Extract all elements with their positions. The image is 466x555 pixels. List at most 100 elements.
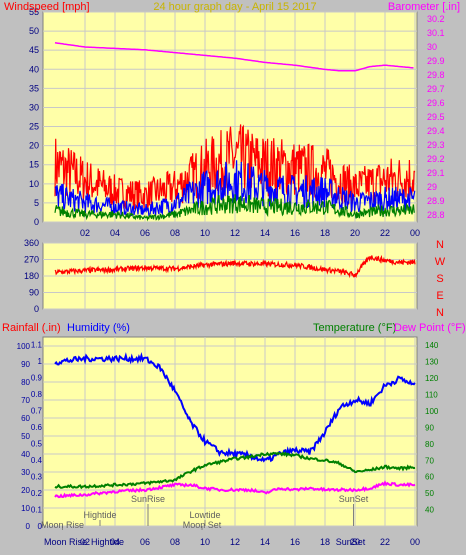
compass-label: N xyxy=(436,239,444,251)
x-tick-label: 00 xyxy=(410,537,420,547)
y-tick-label-humidity: 50 xyxy=(21,432,30,441)
y-tick-label-right: 28.8 xyxy=(427,210,445,220)
y-tick-label-right: 29.6 xyxy=(427,98,445,108)
x-tick-label: 12 xyxy=(230,228,240,238)
grid-middle xyxy=(43,242,417,310)
y-tick-label-right: 29.4 xyxy=(427,126,445,136)
x-tick-label: 08 xyxy=(170,537,180,547)
ylabel-windspeed: Windspeed [mph] xyxy=(4,1,90,13)
y-tick-label-right: 30 xyxy=(427,42,437,52)
y-tick-label-rain: 0.4 xyxy=(31,456,43,465)
y-ticks-wind: 0 5 10 15 20 25 30 35 40 45 50 55 xyxy=(29,7,39,227)
y-tick-label-temperature: 120 xyxy=(425,374,439,383)
y-tick-label: 270 xyxy=(24,255,39,265)
y-tick-label-rain: 0 xyxy=(38,522,43,531)
y-tick-label-temperature: 90 xyxy=(425,423,434,432)
y-tick-label: 45 xyxy=(29,45,39,55)
y-tick-label-humidity: 40 xyxy=(21,450,30,459)
x-tick-label: 06 xyxy=(140,537,150,547)
y-tick-label-humidity: 80 xyxy=(21,378,30,387)
y-tick-label: 20 xyxy=(29,141,39,151)
annotation-label: Moon Rise xyxy=(41,520,84,530)
y-tick-label-right: 29.7 xyxy=(427,84,445,94)
y-tick-label-right: 30.2 xyxy=(427,14,445,24)
y-tick-label-temperature: 130 xyxy=(425,358,439,367)
y-ticks-temperature: 40 50 60 70 80 90 100 110 120 130 140 xyxy=(425,341,439,514)
x-tick-label: 16 xyxy=(290,537,300,547)
series-bottom xyxy=(54,351,416,499)
x-tick-label: 20 xyxy=(350,537,360,547)
x-tick-label: 22 xyxy=(380,537,390,547)
y-ticks-direction: 0 90 180 270 360 xyxy=(24,238,39,314)
y-tick-label-right: 29.2 xyxy=(427,154,445,164)
compass-label: W xyxy=(435,256,446,268)
y-tick-label: 50 xyxy=(29,26,39,36)
y-tick-label-right: 29.8 xyxy=(427,70,445,80)
y-tick-label-humidity: 70 xyxy=(21,396,30,405)
series-line-humidity xyxy=(54,351,416,463)
y-tick-label-rain: 0.8 xyxy=(31,390,43,399)
x-tick-label: 02 xyxy=(80,228,90,238)
y-tick-label: 0 xyxy=(34,304,39,314)
y-tick-label-humidity: 90 xyxy=(21,360,30,369)
series-line-dew-point xyxy=(54,480,416,499)
y-tick-label-rain: 1.1 xyxy=(31,340,43,349)
y-tick-label-rain: 0.5 xyxy=(31,439,43,448)
x-tick-label: 00 xyxy=(410,228,420,238)
y-tick-label: 40 xyxy=(29,64,39,74)
y-tick-label-rain: 0.9 xyxy=(31,373,43,382)
x-tick-label: 04 xyxy=(110,537,120,547)
compass-label: S xyxy=(436,273,443,285)
x-tick-label: 04 xyxy=(110,228,120,238)
ylabel-barometer: Barometer [.in] xyxy=(388,1,460,13)
x-tick-label: 18 xyxy=(320,228,330,238)
y-tick-label-humidity: 30 xyxy=(21,468,30,477)
y-tick-label: 0 xyxy=(34,217,39,227)
y-tick-label-rain: 0.7 xyxy=(31,406,43,415)
y-tick-label-temperature: 40 xyxy=(425,506,434,515)
series-line-barometer xyxy=(54,42,414,72)
y-tick-label-rain: 1 xyxy=(38,357,43,366)
wind-barometer-panel: 0 5 10 15 20 25 30 35 40 45 50 55 28.8 28.9 29 29.1 29.… xyxy=(4,1,460,238)
y-tick-label-right: 29.3 xyxy=(427,140,445,150)
x-tick-label: Moon Rise xyxy=(44,537,87,547)
y-tick-label-humidity: 60 xyxy=(21,414,30,423)
y-tick-label-rain: 0.3 xyxy=(31,472,43,481)
y-tick-label-right: 29 xyxy=(427,182,437,192)
y-tick-label: 15 xyxy=(29,160,39,170)
y-tick-label-temperature: 70 xyxy=(425,456,434,465)
y-tick-label-humidity: 100 xyxy=(17,342,31,351)
ylabel-humidity: Humidity (%) xyxy=(67,322,130,334)
x-tick-label: 18 xyxy=(320,537,330,547)
x-tick-label: 08 xyxy=(170,228,180,238)
y-tick-label-humidity: 0 xyxy=(26,522,31,531)
y-ticks-barometer: 28.8 28.9 29 29.1 29.2 29.3 29.4 29.5 29.6 29.7 29… xyxy=(427,14,445,220)
x-ticks-top: 02 04 06 08 10 12 14 16 18 20 22 00 xyxy=(80,228,420,238)
y-tick-label-right: 29.5 xyxy=(427,112,445,122)
y-tick-label-rain: 0.2 xyxy=(31,489,43,498)
y-tick-label-right: 28.9 xyxy=(427,196,445,206)
compass-label: E xyxy=(436,290,443,302)
chart-title: 24 hour graph day - April 15 2017 xyxy=(153,1,316,13)
y-tick-label-right: 29.9 xyxy=(427,56,445,66)
x-tick-label: Hightide xyxy=(91,537,124,547)
y-tick-label: 90 xyxy=(29,288,39,298)
series-top xyxy=(54,42,416,222)
compass-label: N xyxy=(436,307,444,319)
y-tick-label: 35 xyxy=(29,83,39,93)
ylabel-dewpoint: Dew Point (°F) xyxy=(394,322,466,334)
y-tick-label-humidity: 10 xyxy=(21,504,30,513)
y-tick-label: 5 xyxy=(34,198,39,208)
x-tick-label: 16 xyxy=(290,228,300,238)
series-line-gust xyxy=(54,124,416,210)
y-tick-label-rain: 0.6 xyxy=(31,423,43,432)
x-tick-label: 20 xyxy=(350,228,360,238)
x-tick-label: 10 xyxy=(200,537,210,547)
y-tick-label-temperature: 110 xyxy=(425,391,438,400)
y-tick-label-right: 29.1 xyxy=(427,168,445,178)
